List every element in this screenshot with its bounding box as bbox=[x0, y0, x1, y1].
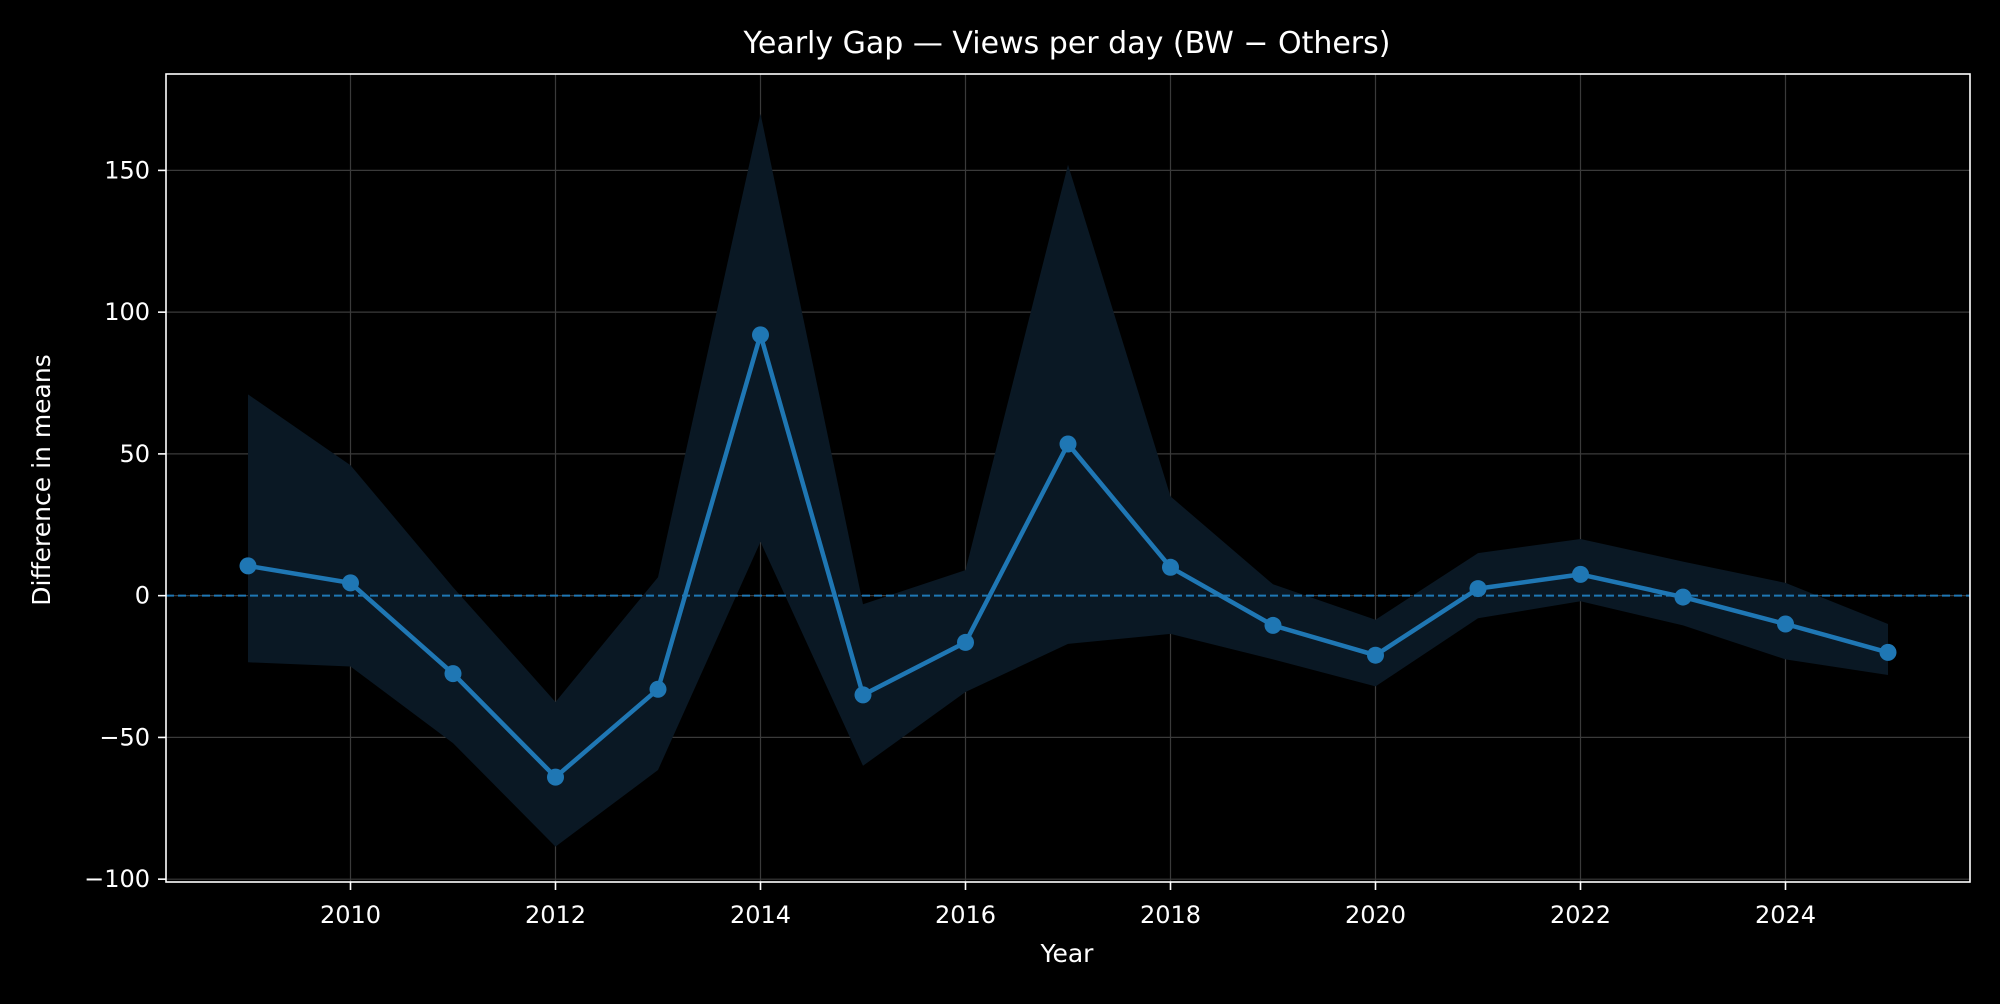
data-point-2019 bbox=[1264, 616, 1282, 634]
data-point-2010 bbox=[342, 574, 359, 592]
x-tick-label: 2018 bbox=[1140, 901, 1201, 929]
data-point-2014 bbox=[752, 326, 769, 344]
data-point-2011 bbox=[444, 665, 462, 683]
data-point-2017 bbox=[1059, 435, 1077, 453]
y-tick-label: 50 bbox=[119, 440, 150, 468]
y-tick-label: −50 bbox=[99, 723, 150, 751]
x-tick-label: 2012 bbox=[525, 901, 586, 929]
data-point-2025 bbox=[1879, 643, 1897, 661]
plot-frame bbox=[165, 73, 1971, 883]
data-point-2012 bbox=[547, 768, 564, 786]
x-tick-label: 2024 bbox=[1755, 901, 1816, 929]
y-axis-label: Difference in means bbox=[27, 354, 56, 606]
y-tick-label: −100 bbox=[84, 865, 150, 893]
data-point-2022 bbox=[1572, 565, 1589, 583]
y-tick-label: 150 bbox=[104, 156, 150, 184]
data-points bbox=[239, 326, 1897, 786]
x-tick-label: 2022 bbox=[1550, 901, 1611, 929]
data-point-2018 bbox=[1162, 558, 1179, 576]
data-point-2013 bbox=[649, 680, 667, 698]
confidence-band-layer bbox=[248, 113, 1888, 847]
x-tick-label: 2014 bbox=[730, 901, 791, 929]
data-point-2024 bbox=[1777, 615, 1794, 633]
x-tick-label: 2016 bbox=[935, 901, 996, 929]
x-tick-label: 2020 bbox=[1345, 901, 1406, 929]
data-point-2023 bbox=[1674, 588, 1692, 606]
data-point-2015 bbox=[854, 686, 872, 704]
plot-frame-border bbox=[165, 73, 1971, 883]
tick-labels: 2010 2012 2014 2016 2018 2020 2022 2024 −100 −50 0… bbox=[84, 156, 1816, 929]
confidence-band bbox=[248, 113, 1888, 847]
y-tick-label: 0 bbox=[135, 582, 150, 610]
data-point-2021 bbox=[1469, 580, 1487, 598]
y-tick-label: 100 bbox=[104, 298, 150, 326]
chart-title: Yearly Gap — Views per day (BW − Others) bbox=[743, 26, 1391, 61]
x-tick-label: 2010 bbox=[320, 901, 381, 929]
data-point-2009 bbox=[239, 557, 257, 575]
data-point-2016 bbox=[957, 633, 974, 651]
data-point-2020 bbox=[1367, 646, 1384, 664]
x-axis-label: Year bbox=[1040, 939, 1095, 968]
